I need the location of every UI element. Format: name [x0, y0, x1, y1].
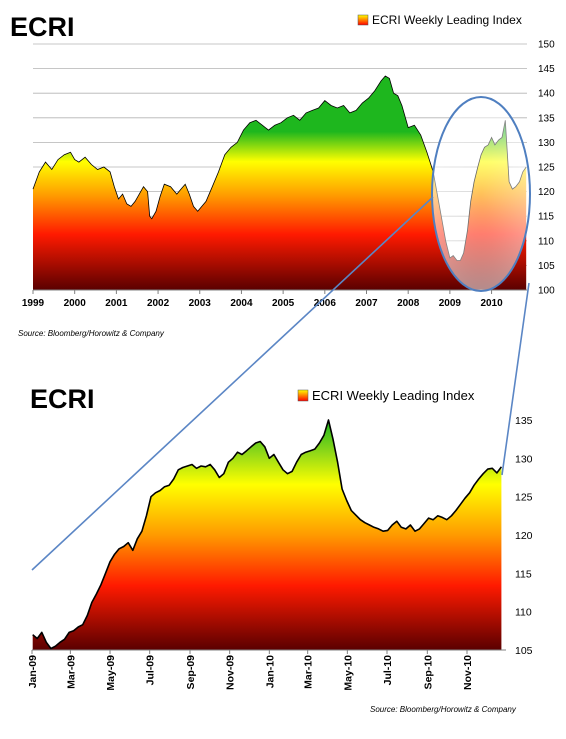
- chart-top-y-axis: 100 105 110 115 120 125 130 135 140 145 150: [538, 40, 555, 297]
- chart-top-legend: ECRI Weekly Leading Index: [357, 13, 522, 27]
- chart-bottom-x-tick-label: Mar-10: [303, 655, 315, 689]
- chart-top-source: Source: Bloomberg/Horowitz & Company: [18, 329, 165, 338]
- chart-bottom-legend-swatch: [297, 389, 309, 402]
- chart-top-y-tick-label: 120: [538, 187, 555, 198]
- chart-top-legend-label: ECRI Weekly Leading Index: [372, 13, 522, 27]
- chart-bottom: ECRI ECRI Weekly Leading Index 105 110 115…: [27, 384, 533, 714]
- chart-bottom-y-tick-label: 105: [515, 645, 533, 657]
- chart-bottom-series-line: [32, 419, 503, 650]
- chart-top-y-tick-label: 130: [538, 138, 555, 149]
- chart-top-x-tick-label: 2010: [480, 298, 503, 309]
- chart-top-x-axis: 1999 2000 2001 2002 2003 2004 2005 2006 2007 2008…: [22, 290, 503, 309]
- chart-bottom-x-tick-label: Sep-10: [422, 655, 434, 690]
- chart-bottom-x-tick-label: Nov-10: [462, 655, 474, 690]
- chart-top-x-tick-label: 2009: [439, 298, 462, 309]
- chart-top-y-tick-label: 150: [538, 40, 555, 51]
- chart-bottom-y-tick-label: 110: [515, 607, 532, 619]
- chart-bottom-area-fill: [32, 420, 502, 650]
- chart-bottom-area: [32, 419, 506, 651]
- chart-bottom-y-tick-label: 135: [515, 415, 533, 427]
- chart-top-x-tick-label: 2003: [189, 298, 212, 309]
- chart-bottom-x-axis: Jan-09 Mar-09 May-09 Jul-09 Sep-09 Nov-09 Jan-…: [27, 650, 474, 691]
- chart-bottom-x-tick-label: Sep-09: [185, 655, 197, 690]
- chart-top-y-tick-label: 110: [538, 236, 554, 247]
- chart-top-x-tick-label: 1999: [22, 298, 45, 309]
- chart-bottom-x-tick-label: Mar-09: [65, 655, 77, 689]
- chart-top-x-tick-label: 2006: [314, 298, 337, 309]
- chart-bottom-y-tick-label: 120: [515, 530, 533, 542]
- chart-bottom-legend-label: ECRI Weekly Leading Index: [312, 388, 475, 403]
- chart-top-x-tick-label: 2008: [397, 298, 420, 309]
- chart-top-area-fill: [33, 76, 527, 290]
- chart-bottom-y-tick-label: 130: [515, 453, 533, 465]
- chart-bottom-y-tick-label: 115: [515, 568, 532, 580]
- chart-bottom-x-tick-label: Jan-09: [27, 655, 39, 688]
- chart-bottom-x-tick-label: Jan-10: [264, 655, 276, 688]
- chart-bottom-title: ECRI: [30, 384, 95, 414]
- chart-bottom-x-tick-label: Nov-09: [225, 655, 237, 690]
- chart-top-x-tick-label: 2001: [105, 298, 128, 309]
- zoom-callout: [31, 96, 531, 571]
- chart-top-y-tick-label: 140: [538, 89, 555, 100]
- chart-top-x-tick-label: 2000: [64, 298, 87, 309]
- chart-top-y-tick-label: 105: [538, 261, 555, 272]
- chart-top-y-tick-label: 125: [538, 163, 555, 174]
- chart-bottom-x-tick-label: May-09: [105, 655, 117, 691]
- zoom-highlight-ellipse: [431, 96, 531, 292]
- chart-bottom-x-tick-label: Jul-09: [145, 655, 157, 686]
- chart-top-x-tick-label: 2002: [147, 298, 170, 309]
- zoom-connector-line: [501, 282, 530, 476]
- chart-bottom-source: Source: Bloomberg/Horowitz & Company: [370, 705, 517, 714]
- chart-bottom-x-tick-label: Jul-10: [382, 655, 394, 686]
- chart-top-x-tick-label: 2007: [355, 298, 378, 309]
- chart-bottom-x-tick-label: May-10: [342, 655, 354, 691]
- chart-bottom-legend: ECRI Weekly Leading Index: [297, 388, 475, 403]
- chart-top-y-tick-label: 145: [538, 64, 555, 75]
- chart-bottom-y-tick-label: 125: [515, 492, 533, 504]
- chart-top-x-tick-label: 2004: [230, 298, 253, 309]
- chart-top-y-tick-label: 115: [538, 212, 554, 223]
- chart-top-y-tick-label: 100: [538, 286, 555, 297]
- chart-top-legend-swatch: [357, 14, 369, 26]
- chart-top-title: ECRI: [10, 12, 75, 42]
- zoom-connector-line: [31, 196, 434, 571]
- chart-bottom-y-axis: 105 110 115 120 125 130 135: [515, 415, 533, 657]
- chart-top-y-tick-label: 135: [538, 113, 555, 124]
- chart-top-x-tick-label: 2005: [272, 298, 295, 309]
